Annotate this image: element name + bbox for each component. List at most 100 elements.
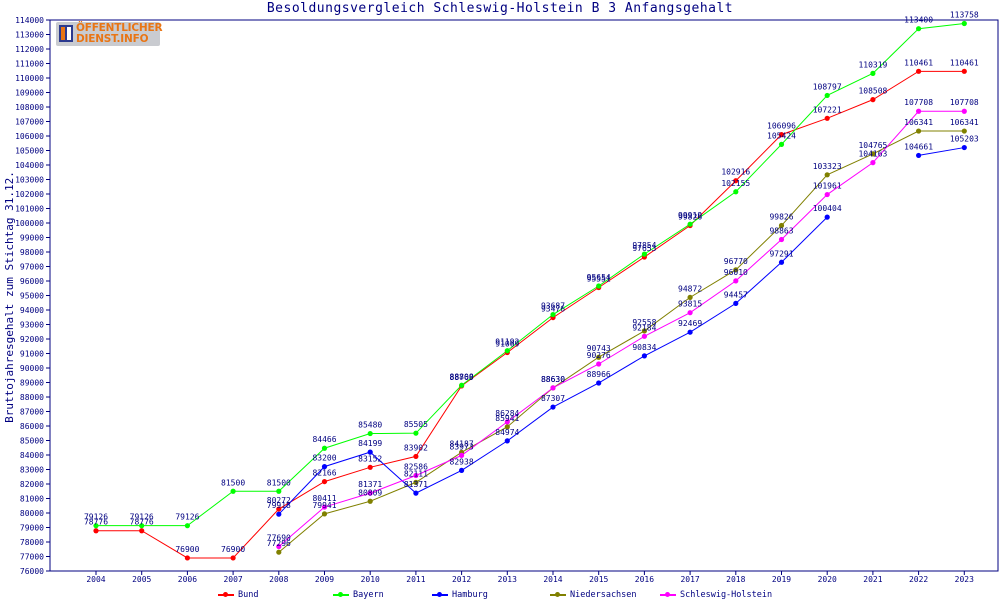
y-tick-label: 95000: [20, 292, 44, 301]
y-tick-label: 78000: [20, 538, 44, 547]
logo-line2: DIENST.INFO: [76, 33, 149, 45]
data-label-bayern: 79126: [130, 513, 154, 522]
x-tick-label: 2016: [635, 575, 654, 584]
data-point-hamburg: [504, 438, 510, 444]
legend-swatch-niedersachsen: [550, 592, 566, 597]
data-label-hamburg: 79918: [267, 501, 291, 510]
y-tick-label: 85000: [20, 437, 44, 446]
data-label-bund: 78776: [84, 518, 108, 527]
series-bayern: [96, 23, 965, 527]
data-point-bund: [93, 528, 99, 534]
data-point-bayern: [641, 251, 648, 257]
data-point-schleswig-holstein: [961, 108, 967, 114]
data-point-schleswig-holstein: [824, 191, 830, 198]
data-point-bund: [184, 555, 190, 561]
data-point-schleswig-holstein: [367, 490, 373, 496]
data-point-bayern: [139, 523, 145, 529]
data-label-schleswig-holstein: 96010: [724, 268, 748, 277]
data-label-niedersachsen: 104765: [858, 141, 887, 150]
labels-schleswig-holstein: 77690 80411 81371 82586 83973 86284 88630 90276…: [267, 98, 979, 542]
logo-line1: ÖFFENTLICHER: [76, 22, 163, 34]
data-point-bund: [733, 178, 739, 184]
y-tick-label: 87000: [20, 408, 44, 417]
data-label-bayern: 85480: [358, 421, 382, 430]
y-tick-label: 99000: [20, 234, 44, 243]
data-point-niedersachsen: [504, 424, 510, 430]
data-point-hamburg: [367, 449, 373, 455]
data-label-schleswig-holstein: 107708: [904, 98, 933, 107]
data-point-hamburg: [641, 353, 648, 359]
data-label-bayern: 113758: [950, 11, 979, 20]
x-tick-label: 2023: [955, 575, 974, 584]
data-point-bund: [321, 478, 328, 485]
data-label-bayern: 95654: [587, 273, 611, 282]
data-point-bund: [230, 555, 236, 561]
data-label-schleswig-holstein: 107708: [950, 98, 979, 107]
data-point-schleswig-holstein: [459, 452, 465, 458]
data-point-niedersachsen: [367, 498, 373, 504]
y-tick-label: 107000: [15, 118, 44, 127]
data-label-niedersachsen: 96770: [724, 257, 748, 266]
series-line-bund: [96, 70, 965, 559]
y-tick-label: 94000: [20, 306, 44, 315]
legend-label-bund: Bund: [238, 590, 259, 600]
data-label-niedersachsen: 77296: [267, 539, 291, 548]
x-tick-label: 2010: [361, 575, 380, 584]
data-label-bund: 110461: [904, 58, 933, 67]
y-tick-label: 101000: [15, 205, 44, 214]
data-label-niedersachsen: 90743: [587, 344, 611, 353]
data-label-hamburg: 92469: [678, 319, 702, 328]
x-tick-label: 2005: [132, 575, 151, 584]
x-tick-label: 2019: [772, 575, 791, 584]
data-point-hamburg: [778, 259, 785, 265]
data-label-hamburg: 83200: [312, 454, 336, 463]
data-label-niedersachsen: 92558: [632, 318, 656, 327]
data-label-schleswig-holstein: 80411: [312, 494, 336, 503]
data-point-schleswig-holstein: [733, 278, 739, 284]
data-point-bayern: [230, 488, 236, 494]
legend-swatch-hamburg: [432, 592, 448, 597]
chart-title: Besoldungsvergleich Schleswig-Holstein B…: [266, 1, 734, 16]
data-point-niedersachsen: [778, 222, 785, 229]
data-point-bayern: [93, 523, 99, 529]
y-tick-label: 86000: [20, 422, 44, 431]
data-point-bayern: [687, 221, 693, 227]
data-point-hamburg: [596, 380, 602, 386]
data-label-schleswig-holstein: 82586: [404, 463, 428, 472]
data-point-hamburg: [550, 404, 556, 410]
data-label-bayern: 97854: [632, 241, 656, 250]
data-label-schleswig-holstein: 77690: [267, 533, 291, 542]
data-label-schleswig-holstein: 98863: [769, 226, 793, 235]
logo: ÖFFENTLICHER DIENST.INFO: [56, 22, 163, 46]
data-label-schleswig-holstein: 86284: [495, 409, 519, 418]
data-label-bayern: 113400: [904, 16, 933, 25]
data-point-schleswig-holstein: [778, 236, 785, 243]
data-label-hamburg: 100404: [813, 204, 842, 213]
data-label-schleswig-holstein: 104163: [858, 150, 887, 159]
data-label-bund: 83152: [358, 454, 382, 463]
data-point-bayern: [824, 92, 830, 99]
data-point-niedersachsen: [321, 511, 328, 517]
data-label-bayern: 110319: [858, 60, 887, 69]
y-tick-label: 110000: [15, 74, 44, 83]
data-label-bayern: 84466: [312, 435, 336, 444]
data-label-hamburg: 90834: [632, 343, 656, 352]
y-tick-label: 90000: [20, 364, 44, 373]
data-point-bayern: [733, 189, 739, 195]
data-point-hamburg: [413, 490, 419, 496]
data-label-niedersachsen: 84187: [450, 439, 474, 448]
data-label-bund: 106096: [767, 122, 796, 131]
data-point-niedersachsen: [276, 549, 282, 555]
y-tick-label: 76000: [20, 567, 44, 576]
y-tick-label: 103000: [15, 176, 44, 185]
data-label-schleswig-holstein: 88630: [541, 375, 565, 384]
data-label-bayern: 81500: [267, 478, 291, 487]
data-point-schleswig-holstein: [550, 385, 556, 391]
labels-hamburg: 79918 83200 84199 81371 82938 84974 87307 88966…: [267, 135, 979, 511]
markers-schleswig-holstein: [276, 108, 967, 550]
series-line-bayern: [96, 23, 965, 527]
legend-swatch-bund: [218, 592, 234, 597]
labels-niedersachsen: 77296 79941 80809 82111 84187 85941 88630 90743…: [267, 118, 979, 548]
x-tick-label: 2017: [680, 575, 699, 584]
data-label-bund: 108508: [858, 87, 887, 96]
